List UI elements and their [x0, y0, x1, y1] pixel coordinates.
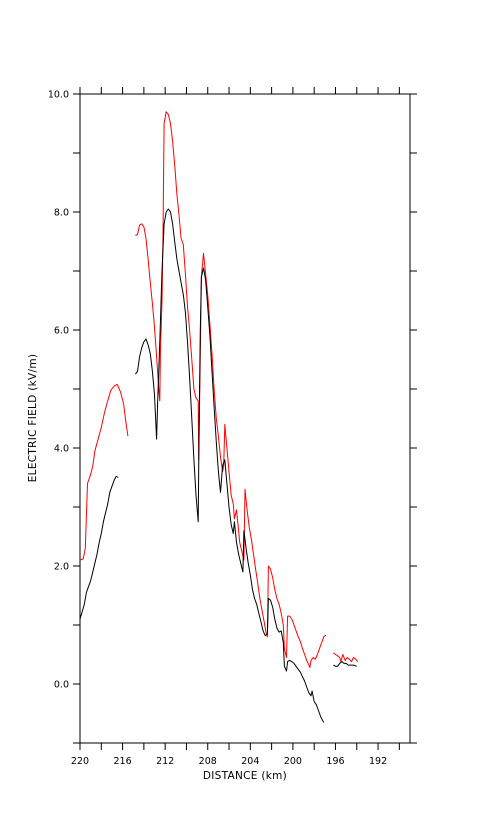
y-tick-label: 10.0 [48, 90, 69, 101]
x-axis-label: DISTANCE (km) [203, 770, 287, 782]
axis-tick-labels: 220 216 212 208 204 200 196 192 0.0 2.0 4.0 6.0 8.0 1… [48, 90, 387, 768]
y-axis-label: ELECTRIC FIELD (kV/m) [27, 354, 39, 483]
y-tick-label: 4.0 [54, 444, 69, 455]
series-red-segment-3 [333, 652, 359, 663]
y-tick-label: 6.0 [54, 326, 69, 337]
series-red-segment-1 [79, 383, 129, 561]
plot-frame [79, 93, 411, 744]
series-black-segment-1 [79, 475, 119, 620]
axis-ticks [73, 87, 417, 750]
series-black-segment-3 [333, 661, 357, 667]
x-tick-label: 220 [71, 756, 89, 767]
x-tick-label: 208 [199, 756, 217, 767]
series-black-segment-2 [134, 208, 325, 723]
y-tick-label: 8.0 [54, 208, 69, 219]
x-tick-label: 200 [284, 756, 302, 767]
x-tick-label: 212 [156, 756, 174, 767]
y-tick-label: 0.0 [54, 680, 69, 691]
series-layer [79, 111, 359, 723]
series-red-segment-2 [135, 111, 327, 668]
x-tick-label: 192 [369, 756, 387, 767]
x-tick-label: 216 [114, 756, 132, 767]
x-tick-label: 196 [326, 756, 344, 767]
x-tick-label: 204 [241, 756, 259, 767]
y-tick-label: 2.0 [54, 562, 69, 573]
